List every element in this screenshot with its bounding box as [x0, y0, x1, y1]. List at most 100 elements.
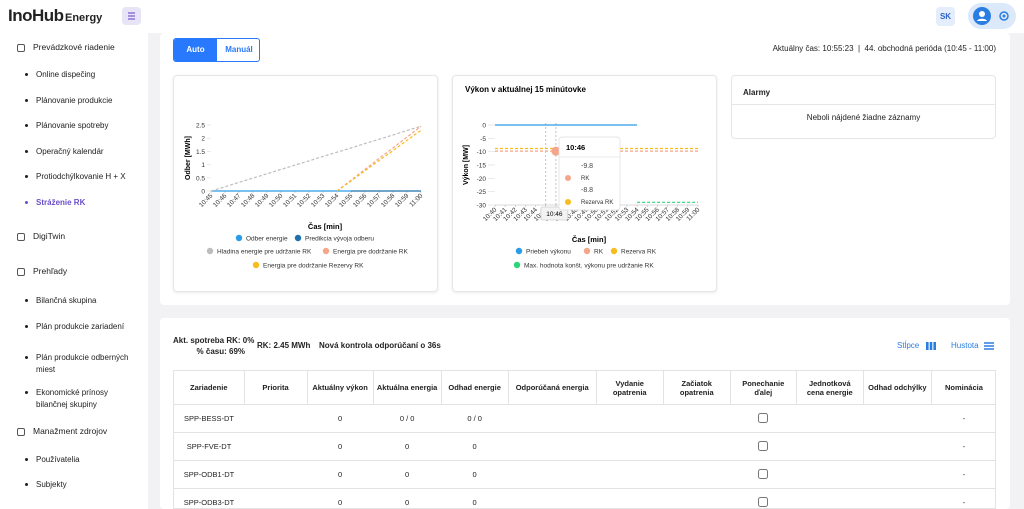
checkbox[interactable]: [758, 413, 768, 423]
legend-swatch: [207, 248, 213, 254]
x-tick-label: 10:58: [380, 192, 397, 209]
chart-panel: Výkon v aktuálnej 15 minútovkeVýkon [MW]…: [452, 75, 717, 292]
nav-item[interactable]: Plánovanie produkcie: [36, 95, 146, 107]
table-cell: [863, 405, 931, 433]
x-tick-label: 10:56: [352, 192, 369, 209]
mode-toggle: AutoManuál: [173, 38, 260, 62]
nav-bullet: [25, 73, 28, 76]
table-cell: -: [931, 461, 996, 489]
column-header[interactable]: Nominácia: [931, 371, 996, 405]
next-check: Nová kontrola odporúčaní o 36s: [319, 341, 441, 350]
table-cell: [663, 405, 730, 433]
table-cell: 0: [441, 461, 508, 489]
table-cell: [663, 489, 730, 509]
checkbox[interactable]: [758, 497, 768, 507]
table-cell: SPP-ODB1-DT: [174, 461, 244, 489]
density-icon: [983, 341, 995, 351]
column-header[interactable]: Zariadenie: [174, 371, 244, 405]
tooltip-swatch: [565, 199, 571, 205]
x-tick-label: 10:47: [226, 192, 243, 209]
user-menu[interactable]: [968, 3, 1016, 29]
nav-item[interactable]: Subjekty: [36, 479, 146, 491]
y-tick-label: -30: [477, 203, 487, 210]
mode-button[interactable]: Manuál: [217, 39, 260, 61]
status-text: Aktuálny čas: 10:55:23 | 44. obchodná pe…: [610, 44, 996, 53]
chart-panel: Odber [MWh]Čas [min]00.511.522.510:4510:…: [173, 75, 438, 292]
nav-item[interactable]: Stráženie RK: [36, 197, 146, 209]
chart: Výkon v aktuálnej 15 minútovkeVýkon [MW]…: [453, 76, 716, 291]
checkbox[interactable]: [758, 469, 768, 479]
nav-group[interactable]: DigiTwin: [33, 231, 65, 241]
chart-title: Výkon v aktuálnej 15 minútovke: [465, 85, 586, 94]
nav-group[interactable]: Prevádzkové riadenie: [33, 42, 115, 52]
nav-group[interactable]: Manažment zdrojov: [33, 426, 107, 436]
table-cell: 0: [307, 489, 373, 509]
tooltip-name: RK: [581, 176, 589, 182]
nav-icon-shape: [18, 429, 25, 436]
column-header[interactable]: Odhad energie: [441, 371, 508, 405]
table-cell: [244, 433, 307, 461]
checkbox[interactable]: [758, 441, 768, 451]
columns-icon: [925, 341, 937, 351]
nav-icon: [16, 232, 26, 242]
series-line: [211, 126, 421, 191]
x-tick-label: 10:48: [240, 192, 257, 209]
nav-item[interactable]: Operačný kalendár: [36, 146, 146, 158]
logo-suffix: Energy: [65, 12, 102, 24]
table-cell: 0: [307, 405, 373, 433]
nav-icon-shape: [18, 269, 25, 276]
column-header[interactable]: Aktuálny výkon: [307, 371, 373, 405]
table-cell: [596, 489, 663, 509]
nav-item[interactable]: Plán produkcie zariadení: [36, 321, 146, 333]
logo: InoHub: [8, 6, 64, 26]
nav-group[interactable]: Prehľady: [33, 266, 67, 276]
column-header[interactable]: Jednotková cena energie: [796, 371, 863, 405]
menu-toggle[interactable]: [122, 7, 141, 25]
tooltip-swatch: [565, 175, 571, 181]
table-cell: 0: [441, 433, 508, 461]
nav-item[interactable]: Používatelia: [36, 454, 146, 466]
column-header[interactable]: Začiatok opatrenia: [663, 371, 730, 405]
table-cell: [244, 405, 307, 433]
nav-icon: [16, 43, 26, 53]
table-cell: 0 / 0: [373, 405, 441, 433]
nav-item[interactable]: Ekonomické prínosy bilančnej skupiny: [36, 387, 132, 411]
table-container: ZariadeniePrioritaAktuálny výkonAktuálna…: [173, 370, 996, 509]
column-header[interactable]: Ponechanie ďalej: [730, 371, 796, 405]
mode-button[interactable]: Auto: [174, 39, 217, 61]
y-tick-label: 2.5: [196, 123, 205, 130]
column-header[interactable]: Odporúčaná energia: [508, 371, 596, 405]
columns-button[interactable]: Stĺpce: [897, 341, 919, 350]
nav-bullet: [25, 124, 28, 127]
y-tick-label: 2: [201, 136, 205, 143]
legend-swatch: [516, 248, 522, 254]
language-button[interactable]: SK: [936, 7, 955, 26]
nav-icon-shape: [18, 234, 25, 241]
density-button[interactable]: Hustota: [951, 341, 979, 350]
column-header[interactable]: Odhad odchýlky: [863, 371, 931, 405]
nav-item[interactable]: Plán produkcie odberných miest: [36, 352, 132, 376]
column-header[interactable]: Vydanie opatrenia: [596, 371, 663, 405]
legend-label: Priebeh výkonu: [526, 249, 571, 256]
nav-item[interactable]: Plánovanie spotreby: [36, 120, 146, 132]
legend-swatch: [253, 262, 259, 268]
y-tick-label: -15: [477, 163, 487, 170]
column-header[interactable]: Priorita: [244, 371, 307, 405]
nav-item[interactable]: Bilančná skupina: [36, 295, 146, 307]
nav-icon: [16, 267, 26, 277]
table-cell: SPP-FVE-DT: [174, 433, 244, 461]
nav-bullet: [25, 201, 28, 204]
user-icons: [968, 3, 1016, 29]
tooltip-name: Rezerva RK: [581, 200, 613, 206]
tooltip-title: 10:46: [566, 143, 585, 152]
y-axis-label: Odber [MWh]: [185, 136, 192, 180]
alarms-empty: Neboli nájdené žiadne záznamy: [732, 113, 995, 122]
y-tick-label: -20: [477, 176, 487, 183]
table-row: SPP-ODB3-DT000-: [174, 489, 996, 509]
column-header[interactable]: Aktuálna energia: [373, 371, 441, 405]
nav-item[interactable]: Protiodchýlkovanie H + X: [36, 171, 146, 183]
x-tick-label: 11:00: [408, 192, 424, 208]
nav-item[interactable]: Online dispečing: [36, 69, 146, 81]
x-tick-label: 10:59: [394, 192, 411, 209]
